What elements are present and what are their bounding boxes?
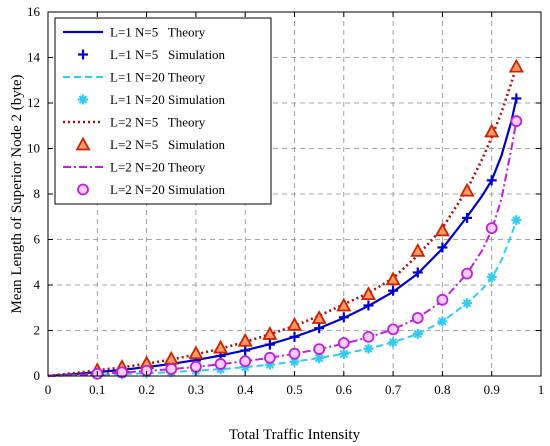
data-point [388, 337, 399, 348]
data-point [437, 242, 448, 253]
data-point [484, 123, 500, 138]
data-point [262, 326, 278, 340]
data-point [289, 331, 300, 342]
series-markers-5 [89, 58, 524, 376]
data-point [363, 343, 374, 354]
y-tick-label: 0 [34, 368, 41, 383]
data-point [360, 286, 376, 301]
legend-label: L=2 N=20 Simulation [110, 182, 226, 197]
legend-label: L=2 N=5 Theory [110, 115, 206, 130]
y-axis-title: Mean Length of Superior Node 2 (byte) [9, 74, 25, 313]
x-tick-label: 0.7 [385, 382, 402, 397]
data-point [338, 312, 349, 323]
data-point [410, 242, 426, 257]
data-point [116, 366, 128, 379]
series-line-2 [47, 219, 518, 377]
data-point [314, 323, 325, 334]
data-point [411, 312, 424, 324]
data-point [412, 328, 423, 339]
data-point [388, 285, 399, 296]
y-tick-label: 8 [34, 186, 41, 201]
x-tick-label: 0.3 [188, 382, 204, 397]
data-point [288, 347, 301, 360]
legend-label: L=1 N=20 Simulation [110, 92, 226, 107]
data-point [486, 272, 497, 283]
legend: L=1 N=5 Theory L=1 N=5 Simulation L=1 N=20… [54, 17, 272, 205]
data-point [213, 339, 229, 354]
x-tick-label: 0.5 [286, 382, 302, 397]
data-point [337, 337, 350, 349]
x-tick-label: 0.4 [237, 382, 254, 397]
data-point [461, 267, 473, 280]
legend-swatch-marker [78, 94, 88, 105]
legend-label: L=1 N=5 Theory [110, 25, 206, 40]
data-point [459, 182, 475, 197]
legend-swatch-marker [75, 136, 91, 151]
y-tick-label: 4 [34, 277, 41, 292]
data-point [437, 316, 448, 327]
x-tick-label: 0.9 [484, 382, 500, 397]
legend-swatch-marker [78, 49, 88, 60]
data-point [263, 351, 276, 364]
y-tick-label: 12 [27, 95, 40, 110]
data-point [338, 348, 349, 359]
legend-box [54, 17, 272, 205]
data-point [486, 175, 497, 186]
legend-label: L=1 N=5 Simulation [110, 47, 226, 62]
x-tick-label: 0.8 [434, 382, 450, 397]
data-point [286, 316, 303, 331]
data-point [165, 363, 178, 375]
x-tick-label: 0 [45, 382, 52, 397]
data-point [313, 343, 326, 356]
series-markers-7 [91, 115, 523, 380]
y-tick-label: 14 [27, 50, 41, 65]
data-point [485, 222, 498, 235]
data-point [511, 215, 522, 226]
data-point [511, 93, 522, 104]
legend-label: L=1 N=20 Theory [110, 70, 206, 85]
legend-label: L=2 N=5 Simulation [110, 137, 226, 152]
y-tick-label: 2 [34, 323, 41, 338]
data-point [462, 298, 473, 309]
data-point [264, 339, 275, 350]
axis-ticks: 0 0.1 0.2 0.3 0.4 0.5 0.6 0.7 0.8 0.9 102468101214… [27, 4, 544, 397]
x-tick-label: 0.2 [138, 382, 154, 397]
data-point [240, 345, 251, 356]
data-point [387, 323, 400, 336]
data-point [508, 58, 524, 73]
y-tick-label: 6 [34, 232, 41, 247]
data-point [336, 297, 352, 312]
data-point [462, 212, 473, 223]
data-point [412, 267, 423, 278]
data-point [311, 310, 327, 324]
data-point [188, 345, 204, 360]
data-point [436, 293, 449, 306]
x-tick-label: 1 [538, 382, 545, 397]
data-point [363, 300, 374, 311]
x-tick-label: 0.1 [89, 382, 105, 397]
series-line-4 [47, 66, 518, 378]
legend-label: L=2 N=20 Theory [110, 160, 206, 175]
data-point [510, 115, 523, 128]
x-axis-title: Total Traffic Intensity [229, 427, 361, 443]
legend-swatch-marker [77, 183, 89, 196]
data-point [362, 330, 375, 343]
data-point [214, 358, 227, 370]
data-point [189, 360, 202, 373]
data-point [237, 332, 253, 347]
y-tick-label: 10 [27, 141, 40, 156]
y-tick-label: 16 [27, 4, 41, 19]
data-point [385, 271, 401, 286]
series-layer [47, 58, 524, 380]
data-point [434, 222, 450, 237]
data-point [239, 355, 252, 368]
x-tick-label: 0.6 [336, 382, 353, 397]
